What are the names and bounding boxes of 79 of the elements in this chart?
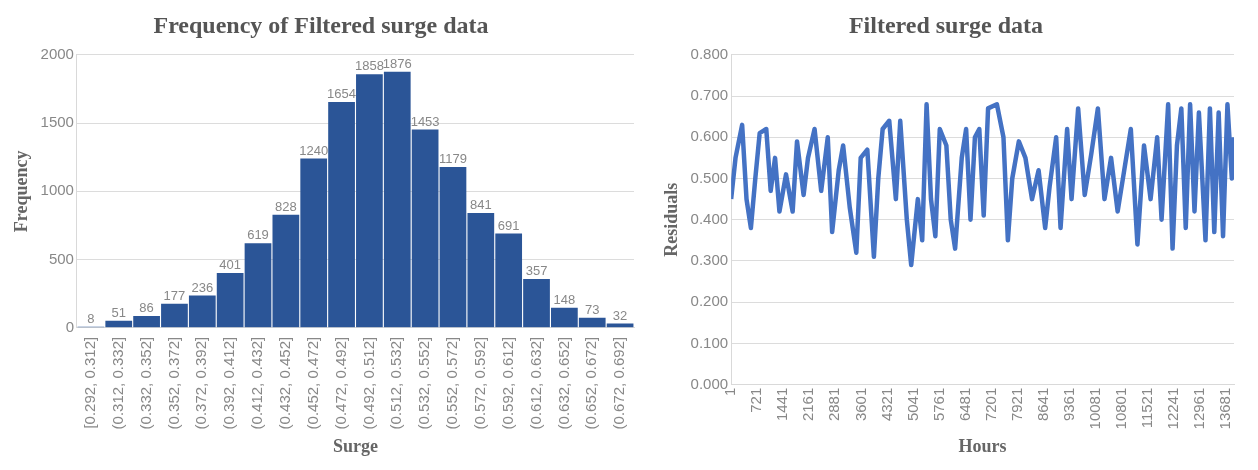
y-axis-title: Residuals — [661, 182, 682, 257]
y-tick-label: 500 — [48, 249, 74, 267]
data-label: 8 — [87, 310, 95, 326]
x-tick-label: 4321 — [877, 387, 895, 422]
x-tick-label: 7201 — [981, 387, 999, 422]
x-tick-label: 10801 — [1112, 387, 1130, 430]
data-label: 401 — [219, 257, 241, 273]
x-tick-label: 5761 — [929, 387, 947, 422]
x-tick-label: (0.432, 0.452] — [276, 336, 293, 430]
x-axis-title: Hours — [958, 435, 1007, 456]
x-tick-label: (0.672, 0.692] — [610, 336, 628, 430]
x-tick-label: (0.532, 0.552] — [415, 336, 433, 430]
x-tick-label: (0.492, 0.512] — [359, 336, 377, 430]
y-tick-label: 1000 — [40, 181, 74, 199]
y-tick-label: 0.400 — [690, 209, 729, 227]
x-tick-label: (0.652, 0.672] — [582, 336, 600, 430]
data-label: 828 — [275, 198, 297, 214]
data-label: 177 — [163, 287, 186, 303]
x-tick-label: (0.512, 0.532] — [387, 336, 405, 430]
data-label: 1858 — [354, 58, 384, 74]
x-tick-label: (0.332, 0.352] — [136, 336, 154, 430]
data-label: 1654 — [327, 86, 357, 102]
data-label: 73 — [584, 301, 600, 317]
y-tick-label: 0.700 — [690, 86, 729, 104]
data-label: 357 — [525, 263, 548, 279]
x-tick-label: (0.372, 0.392] — [192, 336, 210, 430]
x-tick-label: 9361 — [1059, 387, 1077, 422]
y-tick-label: 0.600 — [690, 127, 729, 145]
y-tick-label: 1500 — [40, 113, 74, 131]
x-tick-label: 12961 — [1190, 387, 1208, 430]
x-tick-label: 1441 — [773, 387, 791, 422]
y-tick-label: 0.100 — [690, 333, 729, 351]
x-tick-label: (0.572, 0.592] — [470, 336, 488, 430]
y-tick-label: 0.500 — [690, 168, 729, 186]
y-tick-label: 0 — [65, 317, 74, 335]
y-tick-label: 0.200 — [690, 292, 729, 310]
y-axis-title: Frequency — [11, 150, 32, 233]
x-tick-label: (0.352, 0.372] — [164, 336, 182, 430]
data-label: 51 — [111, 304, 126, 320]
x-tick-label: 11521 — [1138, 387, 1156, 429]
x-tick-label: (0.412, 0.432] — [248, 336, 266, 430]
x-tick-label: 8641 — [1033, 387, 1051, 422]
x-tick-label: [0.292, 0.312] — [81, 336, 99, 429]
x-tick-label: 12241 — [1164, 387, 1182, 430]
x-tick-label: (0.592, 0.612] — [498, 336, 516, 430]
x-tick-label: 3601 — [851, 387, 869, 422]
x-tick-label: (0.452, 0.472] — [303, 336, 321, 430]
data-label: 1179 — [438, 150, 467, 166]
chart-title: Frequency of Filtered surge data — [153, 11, 489, 38]
x-tick-label: (0.552, 0.572] — [443, 336, 461, 430]
x-tick-label: 2161 — [799, 387, 817, 422]
data-label: 1453 — [410, 113, 440, 129]
data-label: 148 — [553, 291, 576, 307]
y-tick-label: 0.800 — [690, 44, 729, 62]
y-tick-label: 2000 — [40, 44, 74, 62]
chart-title: Filtered surge data — [848, 11, 1044, 38]
x-tick-label: 5041 — [903, 387, 921, 422]
x-tick-label: (0.472, 0.492] — [331, 336, 349, 430]
data-label: 841 — [469, 197, 492, 213]
data-label: 236 — [191, 279, 214, 295]
x-tick-label: 2881 — [825, 387, 843, 422]
x-tick-label: 6481 — [955, 387, 973, 422]
x-tick-label: (0.612, 0.632] — [526, 336, 544, 430]
y-tick-label: 0.000 — [690, 374, 729, 392]
data-label: 86 — [139, 300, 154, 316]
x-tick-label: 721 — [747, 387, 765, 413]
data-label: 619 — [247, 227, 269, 243]
x-tick-label: (0.392, 0.412] — [220, 336, 238, 430]
x-axis-title: Surge — [332, 435, 378, 456]
x-tick-label: 13681 — [1216, 387, 1234, 430]
x-tick-label: (0.632, 0.652] — [554, 336, 572, 430]
x-tick-label: (0.312, 0.332] — [108, 336, 126, 430]
x-tick-label: 10081 — [1085, 387, 1103, 430]
data-label: 32 — [612, 307, 628, 323]
data-label: 691 — [497, 217, 520, 233]
x-tick-label: 7921 — [1007, 387, 1025, 422]
data-label: 1876 — [382, 55, 412, 71]
y-tick-label: 0.300 — [690, 251, 729, 269]
data-label: 1240 — [299, 142, 329, 158]
